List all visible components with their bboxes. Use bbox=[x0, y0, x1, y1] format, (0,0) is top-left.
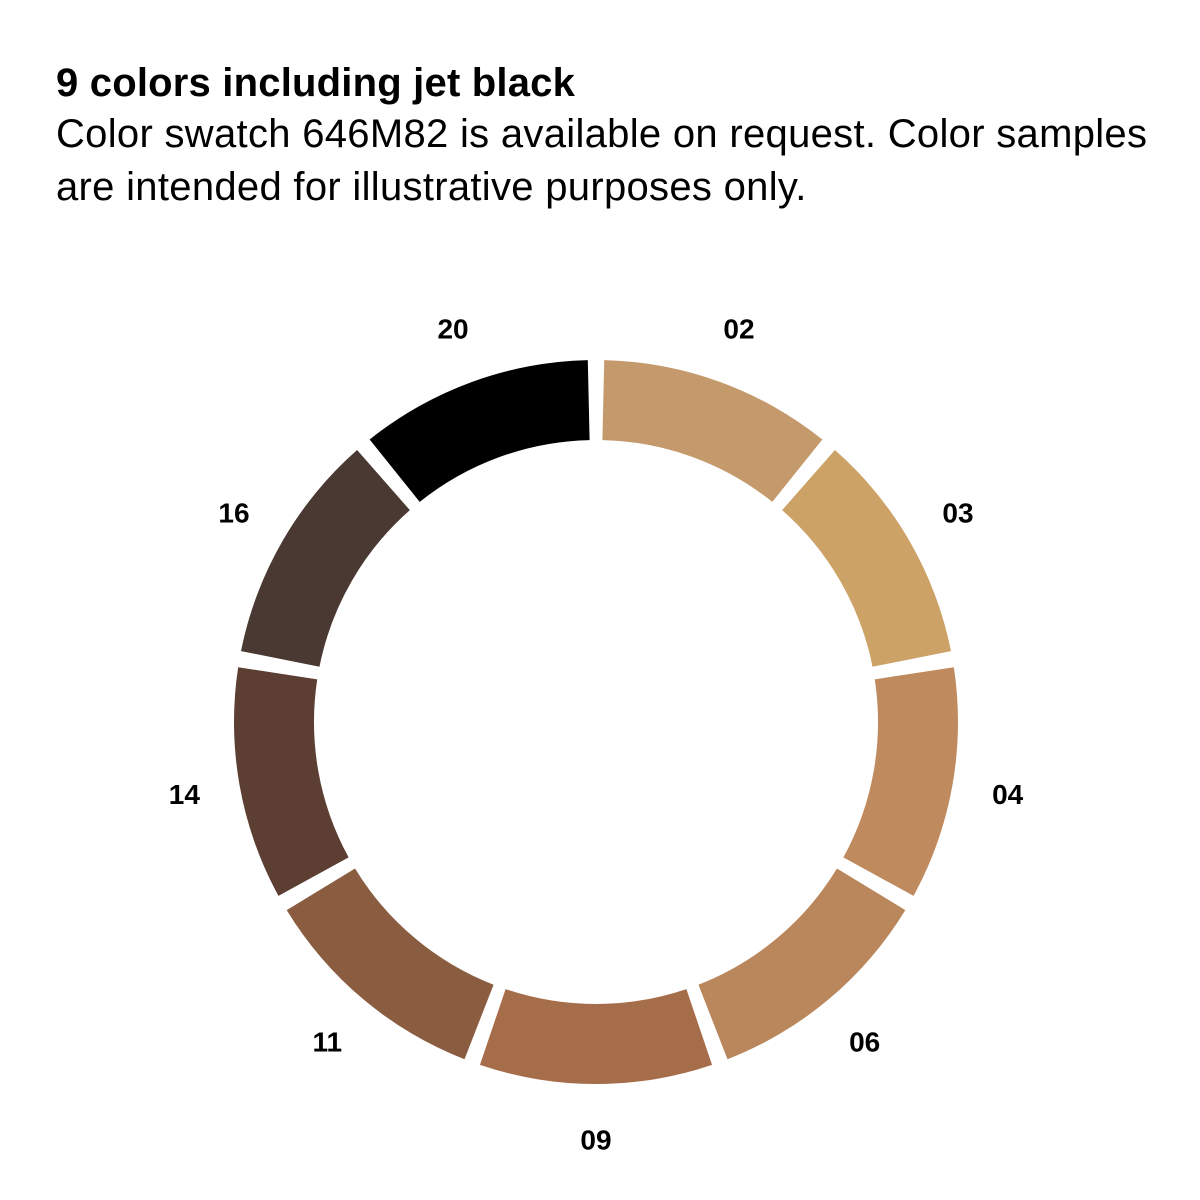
swatch-segment-03 bbox=[782, 450, 951, 667]
swatch-segment-02 bbox=[602, 360, 823, 502]
swatch-label-06: 06 bbox=[849, 1027, 880, 1058]
swatch-label-02: 02 bbox=[723, 314, 754, 345]
swatch-segment-20 bbox=[369, 360, 590, 502]
swatch-label-16: 16 bbox=[218, 498, 249, 529]
swatch-segment-09 bbox=[479, 989, 713, 1084]
header: 9 colors including jet black Color swatc… bbox=[56, 58, 1166, 214]
swatch-label-04: 04 bbox=[992, 779, 1024, 810]
swatch-segment-04 bbox=[843, 667, 958, 896]
swatch-segment-14 bbox=[234, 667, 349, 896]
swatch-segment-06 bbox=[698, 868, 906, 1060]
page-title: 9 colors including jet black bbox=[56, 61, 576, 105]
page-description: Color swatch 646M82 is available on requ… bbox=[56, 112, 1148, 209]
swatch-label-11: 11 bbox=[313, 1027, 343, 1058]
swatch-label-20: 20 bbox=[437, 314, 468, 345]
swatch-label-03: 03 bbox=[942, 498, 973, 529]
swatch-label-09: 09 bbox=[580, 1125, 611, 1156]
swatch-label-14: 14 bbox=[169, 779, 201, 810]
swatch-segment-16 bbox=[241, 450, 410, 667]
swatch-segment-11 bbox=[286, 868, 494, 1060]
